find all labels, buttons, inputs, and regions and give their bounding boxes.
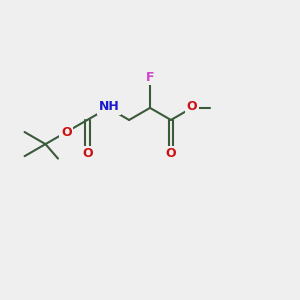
Text: O: O (166, 147, 176, 161)
Text: O: O (187, 100, 197, 113)
Text: O: O (82, 147, 93, 161)
Text: F: F (146, 71, 154, 84)
Text: NH: NH (98, 100, 119, 113)
Text: O: O (61, 125, 72, 139)
